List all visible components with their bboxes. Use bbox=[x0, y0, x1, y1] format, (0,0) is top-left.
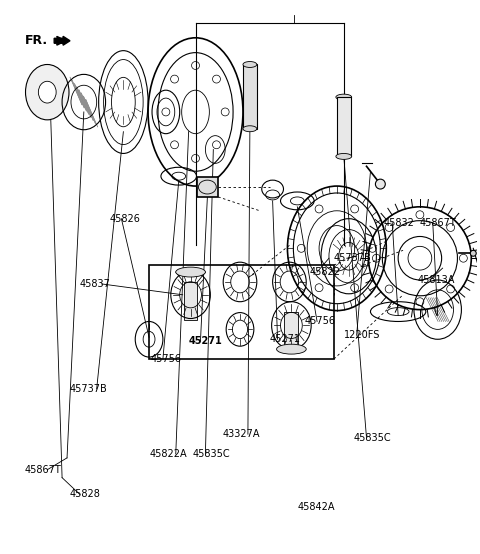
Text: 45737B: 45737B bbox=[334, 253, 372, 263]
Text: 45837: 45837 bbox=[80, 279, 111, 289]
Bar bbox=[243, 64, 257, 129]
Ellipse shape bbox=[243, 61, 257, 68]
Ellipse shape bbox=[38, 81, 56, 103]
Text: 45867T: 45867T bbox=[420, 218, 456, 228]
Text: 45822A: 45822A bbox=[149, 449, 187, 459]
Text: 45828: 45828 bbox=[70, 489, 101, 500]
Text: 45813A: 45813A bbox=[418, 275, 456, 285]
Text: 45826: 45826 bbox=[109, 214, 141, 224]
Text: 45832: 45832 bbox=[384, 218, 414, 228]
Text: 45835C: 45835C bbox=[192, 449, 230, 459]
Text: 43327A: 43327A bbox=[222, 429, 260, 439]
Text: 45867T: 45867T bbox=[24, 465, 61, 475]
Bar bbox=[196, 177, 218, 197]
Circle shape bbox=[470, 250, 476, 257]
Text: 45271: 45271 bbox=[189, 336, 222, 346]
Text: 45822: 45822 bbox=[309, 267, 340, 277]
Circle shape bbox=[375, 179, 385, 189]
Bar bbox=[184, 282, 197, 320]
FancyArrow shape bbox=[54, 37, 70, 45]
Bar bbox=[337, 97, 351, 156]
Text: 45835C: 45835C bbox=[354, 433, 391, 443]
Text: 1220FS: 1220FS bbox=[344, 330, 380, 340]
Text: 45756: 45756 bbox=[304, 316, 335, 326]
Ellipse shape bbox=[25, 64, 69, 120]
Text: 45271: 45271 bbox=[270, 334, 300, 344]
Text: FR.: FR. bbox=[24, 34, 48, 47]
Bar bbox=[285, 311, 298, 349]
Ellipse shape bbox=[336, 94, 352, 100]
Text: 45756: 45756 bbox=[151, 354, 182, 364]
Text: 45737B: 45737B bbox=[70, 384, 108, 394]
Bar bbox=[149, 265, 334, 359]
Ellipse shape bbox=[176, 267, 205, 277]
Ellipse shape bbox=[276, 344, 306, 354]
Text: 45842A: 45842A bbox=[297, 502, 335, 512]
Ellipse shape bbox=[243, 126, 257, 132]
Ellipse shape bbox=[336, 153, 352, 160]
